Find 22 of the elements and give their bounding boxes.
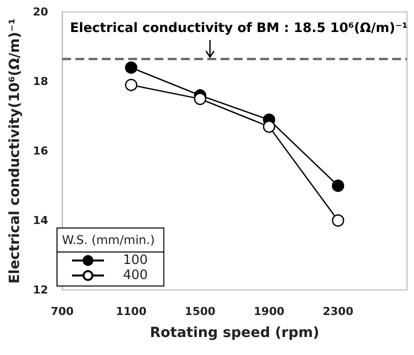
x-axis-title: Rotating speed (rpm)	[150, 325, 320, 341]
x-tick-label: 2300	[322, 305, 354, 318]
point	[125, 78, 138, 92]
legend-label: 100	[123, 253, 148, 268]
x-tick-label: 700	[50, 305, 74, 318]
y-axis-title: Electrical conductivity(10⁶(Ω/m)⁻¹	[7, 18, 23, 284]
legend-label: 400	[123, 268, 148, 283]
annotation: Electrical conductivity of BM : 18.5 10⁶(Ω/m)⁻¹	[70, 21, 408, 36]
y-tick-label: 20	[32, 6, 49, 18]
x-tick-label: 1100	[116, 305, 147, 318]
x-tick-label: 1900	[254, 305, 285, 318]
point	[332, 214, 344, 227]
point	[262, 120, 276, 133]
y-tick-label: 16	[32, 144, 49, 158]
y-tick-label: 12	[32, 284, 48, 296]
point	[125, 61, 138, 74]
legend-title: W.S. (mm/min.)	[62, 233, 155, 247]
point	[332, 180, 344, 192]
y-tick-label: 14	[32, 214, 49, 227]
x-tick-label: 1500	[184, 305, 216, 318]
point	[194, 92, 206, 106]
y-tick-label: 18	[32, 75, 48, 88]
